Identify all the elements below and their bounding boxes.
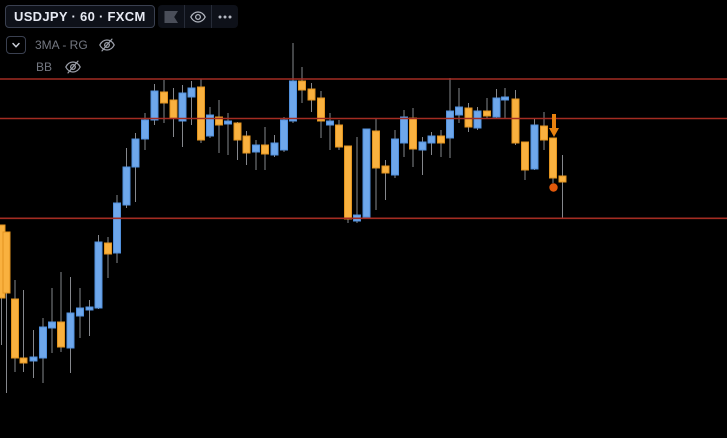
candle — [492, 89, 501, 118]
candle — [94, 235, 103, 309]
candle — [298, 67, 306, 103]
eye-off-icon[interactable] — [64, 58, 82, 76]
candle — [353, 137, 361, 223]
candle — [280, 117, 288, 152]
chart-legend: USDJPY · 60 · FXCM — [5, 5, 238, 76]
candle — [391, 130, 399, 178]
candle — [549, 137, 557, 183]
candle — [501, 88, 509, 118]
candle — [483, 98, 491, 118]
candle — [85, 300, 94, 336]
indicator-row-bb: BB — [36, 58, 238, 76]
candle — [215, 100, 223, 153]
candle — [160, 80, 168, 123]
indicator-row-3ma: 3MA - RG — [5, 35, 238, 54]
down-arrow-marker[interactable] — [549, 114, 559, 137]
candle — [197, 79, 205, 143]
candle — [76, 288, 84, 338]
candle — [11, 280, 19, 372]
flag-icon[interactable] — [158, 5, 184, 28]
indicator-label-bb[interactable]: BB — [36, 60, 53, 74]
candle — [233, 122, 242, 160]
candle — [381, 160, 390, 200]
candle — [242, 131, 251, 165]
candle — [131, 133, 140, 202]
candle — [335, 120, 343, 150]
candle — [362, 128, 371, 219]
candle — [113, 195, 121, 263]
candle — [409, 108, 417, 167]
candle — [400, 110, 408, 157]
candle — [427, 132, 436, 155]
candle — [57, 272, 65, 352]
eye-off-icon[interactable] — [98, 36, 116, 54]
candle — [289, 43, 297, 123]
candle — [187, 81, 196, 125]
candle — [437, 130, 445, 157]
candle — [224, 113, 232, 155]
indicator-label-3ma[interactable]: 3MA - RG — [35, 37, 88, 52]
candle — [317, 91, 325, 138]
candle — [169, 88, 178, 137]
candle — [29, 330, 38, 378]
candle — [252, 140, 260, 170]
candle — [372, 118, 380, 210]
candle — [530, 118, 539, 170]
candle — [19, 290, 28, 372]
candle — [418, 137, 427, 175]
symbol-toolbar — [157, 5, 238, 28]
chevron-down-icon[interactable] — [6, 35, 26, 54]
candle — [122, 148, 131, 208]
symbol-row: USDJPY · 60 · FXCM — [5, 5, 238, 28]
candle — [178, 85, 187, 147]
candle — [39, 318, 47, 383]
candle — [104, 237, 112, 278]
candle — [48, 288, 56, 353]
candle — [455, 88, 463, 123]
candle — [464, 103, 473, 132]
candle — [511, 90, 520, 145]
candle — [307, 83, 316, 112]
candle — [261, 127, 269, 170]
candle — [521, 141, 529, 180]
candle — [206, 107, 214, 138]
candle — [66, 277, 75, 373]
symbol-title-button[interactable]: USDJPY · 60 · FXCM — [5, 5, 155, 28]
more-options-icon[interactable] — [210, 5, 238, 28]
eye-icon[interactable] — [183, 5, 211, 28]
candle — [558, 155, 567, 219]
candle — [2, 231, 11, 393]
dot-marker[interactable] — [549, 183, 558, 192]
candle — [270, 135, 279, 157]
candle — [344, 145, 352, 223]
